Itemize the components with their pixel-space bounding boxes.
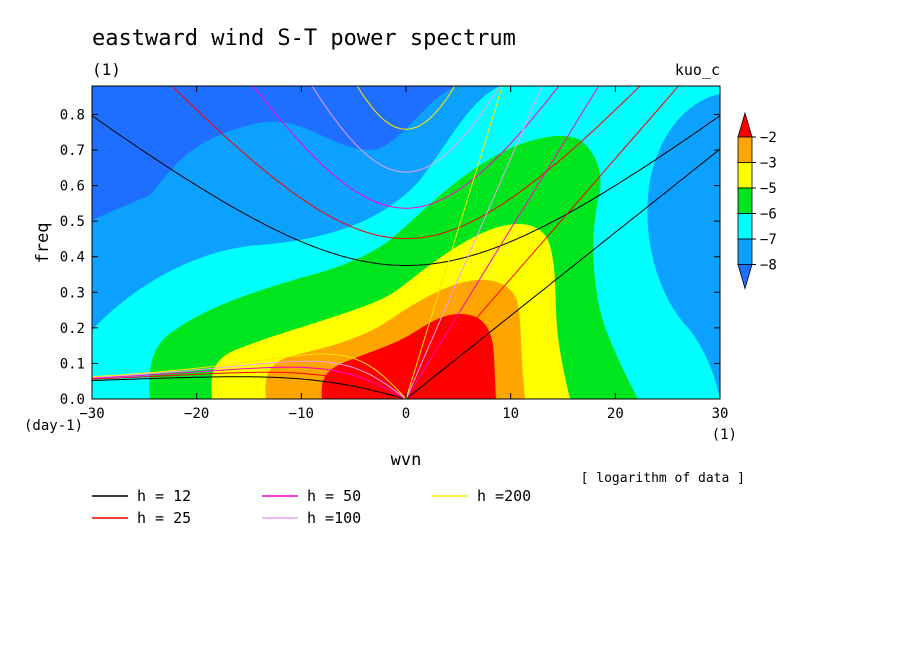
x-tick-label: −30 [79, 406, 104, 422]
kelvin-curve [405, 86, 680, 399]
level-band-minus-2 [321, 314, 496, 399]
x-tick-label: 10 [502, 406, 519, 422]
dispersion-curves [92, 86, 720, 399]
y-tick-label: 0.4 [60, 250, 85, 266]
x-tick-label: −10 [289, 406, 314, 422]
x-unit-label: (1) [712, 427, 737, 443]
gravity-curve [311, 86, 501, 173]
colorbar-label: −8 [760, 258, 777, 274]
rossby-curve [92, 376, 407, 399]
gravity-curve [252, 86, 560, 209]
colorbar-arrow-top [737, 111, 753, 138]
y-tick-label: 0.8 [60, 107, 85, 123]
x-tick-label: 30 [712, 406, 729, 422]
y-tick-label: 0.7 [60, 143, 85, 159]
x-tick-label: 0 [402, 406, 410, 422]
data-note: [ logarithm of data ] [581, 471, 745, 486]
y-unit-label: (day-1) [24, 418, 83, 434]
y-axis: 0.0 0.1 0.2 0.3 0.4 0.5 0.6 0.7 0.8 [60, 107, 720, 408]
colorbar-segment [737, 136, 753, 163]
kelvin-curve [405, 86, 543, 399]
gravity-curve [92, 115, 720, 266]
x-tick-label: −20 [184, 406, 209, 422]
legend-label: h = 50 [307, 487, 361, 505]
x-tick-label: 20 [607, 406, 624, 422]
kelvin-curve [405, 86, 600, 399]
colorbar: −2 −3 −5 −6 −7 −8 [737, 111, 777, 290]
y-axis-label: freq [33, 223, 53, 264]
colorbar-label: −7 [760, 232, 777, 248]
gravity-curve [356, 86, 456, 130]
rossby-curve [92, 353, 407, 399]
legend-label: h = 12 [137, 487, 191, 505]
y-tick-label: 0.3 [60, 285, 85, 301]
y-tick-label: 0.1 [60, 356, 85, 372]
colorbar-arrow-bottom [737, 264, 753, 290]
y-tick-label: 0.6 [60, 179, 85, 195]
y-tick-label: 0.5 [60, 214, 85, 230]
colorbar-segment [737, 213, 753, 240]
colorbar-segment [737, 238, 753, 265]
rossby-curve [92, 371, 407, 399]
y-tick-label: 0.0 [60, 392, 85, 408]
rossby-curve [92, 360, 407, 399]
x-axis: −30 −20 −10 0 10 20 30 [79, 86, 728, 422]
colorbar-label: −5 [760, 181, 777, 197]
subtitle-left: (1) [92, 60, 121, 79]
colorbar-segment [737, 187, 753, 214]
y-tick-label: 0.2 [60, 321, 85, 337]
x-axis-label: wvn [391, 450, 422, 470]
chart-title: eastward wind S-T power spectrum [92, 26, 516, 51]
colorbar-segment [737, 162, 753, 189]
colorbar-label: −2 [760, 130, 777, 146]
colorbar-label: −6 [760, 207, 777, 223]
legend-label: h =100 [307, 509, 361, 527]
legend: h = 12 h = 25 h = 50 h =100 h =200 [92, 487, 531, 527]
contour-fills [92, 86, 720, 399]
rossby-curve [92, 366, 407, 399]
gravity-curve [171, 86, 641, 240]
colorbar-label: −3 [760, 156, 777, 172]
subtitle-right: kuo_c [675, 61, 720, 79]
legend-label: h = 25 [137, 509, 191, 527]
legend-label: h =200 [477, 487, 531, 505]
kelvin-curve [405, 148, 720, 399]
